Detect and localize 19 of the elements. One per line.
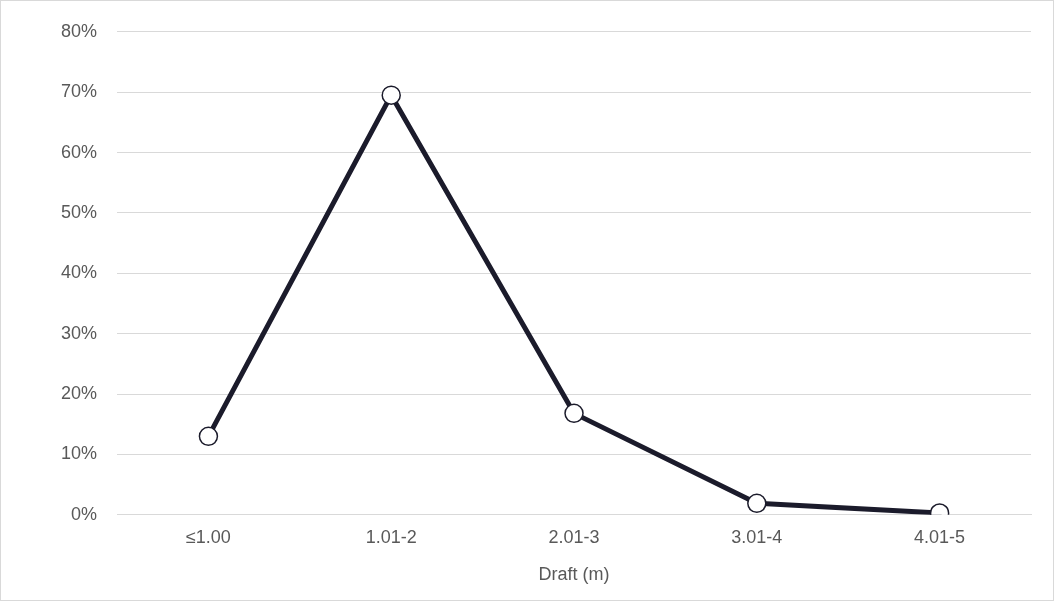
x-tick-label: 1.01-2	[365, 526, 417, 547]
y-tick-label: 80%	[61, 20, 98, 41]
x-tick-label: 4.01-5	[914, 526, 966, 547]
point	[198, 426, 219, 447]
y-tick-label: 20%	[61, 383, 98, 404]
y-tick-label: 10%	[61, 443, 98, 464]
point	[747, 493, 767, 514]
x-tick-label: ≤1.00	[185, 526, 231, 547]
y-tick-label: 0%	[71, 503, 98, 524]
y-tick-label: 30%	[61, 322, 98, 343]
x-axis-title: Draft (m)	[538, 564, 610, 585]
y-tick-label: 40%	[61, 262, 98, 283]
y-tick-label: 60%	[61, 141, 98, 162]
y-tick-label: 50%	[61, 201, 98, 222]
x-tick-label: 2.01-3	[548, 526, 600, 547]
point	[381, 85, 401, 105]
point	[564, 403, 584, 424]
y-tick-label: 70%	[61, 81, 98, 102]
x-tick-label: 3.01-4	[731, 526, 783, 547]
